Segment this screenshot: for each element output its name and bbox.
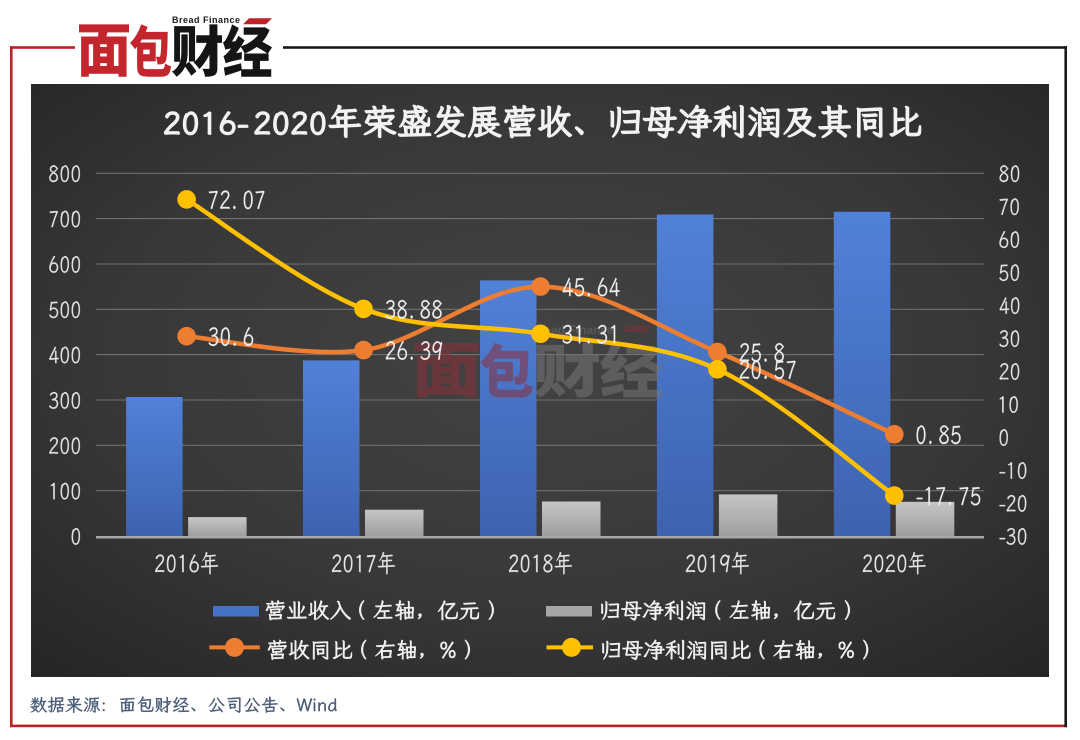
svg-text:Bread Finance: Bread Finance [172,15,241,25]
